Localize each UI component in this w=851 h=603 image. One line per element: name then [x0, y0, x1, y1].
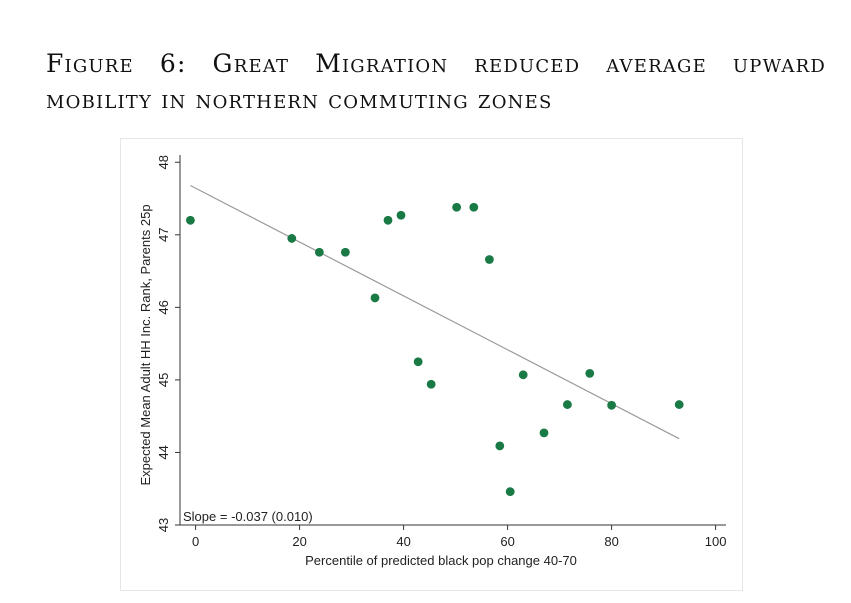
- x-axis-title: Percentile of predicted black pop change…: [305, 553, 577, 568]
- y-tick-label: 48: [156, 155, 171, 169]
- figure-title: Figure 6: Great Migration reduced averag…: [46, 49, 826, 114]
- data-point: [314, 247, 324, 257]
- data-point: [585, 368, 595, 378]
- data-point: [396, 210, 406, 220]
- data-point: [469, 202, 479, 212]
- y-tick-label: 45: [156, 373, 171, 387]
- data-point: [340, 247, 350, 257]
- data-point: [674, 400, 684, 409]
- y-tick-label: 46: [156, 300, 171, 314]
- axes: 0 20 40 60 80 100 43 44 45 46 47 48: [156, 155, 726, 549]
- data-point: [505, 487, 515, 497]
- data-point: [370, 293, 380, 303]
- y-tick-label: 47: [156, 228, 171, 242]
- data-point: [518, 370, 528, 380]
- data-point: [383, 215, 393, 225]
- x-tick-label: 60: [500, 534, 514, 549]
- data-point: [287, 234, 297, 243]
- y-tick-label: 43: [156, 518, 171, 532]
- data-point: [495, 441, 505, 451]
- fit-line-group: [190, 184, 680, 440]
- data-point: [426, 379, 436, 389]
- data-point: [607, 400, 616, 410]
- data-point: [485, 255, 494, 264]
- x-tick-label: 0: [192, 534, 199, 549]
- data-point: [563, 400, 572, 409]
- x-tick-label: 100: [705, 534, 727, 549]
- slope-annotation: Slope = -0.037 (0.010): [183, 509, 313, 524]
- y-tick-label: 44: [156, 445, 171, 459]
- data-point: [413, 357, 423, 367]
- x-tick-label: 40: [396, 534, 410, 549]
- y-axis-title: Expected Mean Adult HH Inc. Rank, Parent…: [138, 204, 153, 485]
- data-point: [452, 202, 462, 212]
- x-tick-label: 20: [292, 534, 306, 549]
- points-group: [186, 202, 684, 497]
- plot-frame: [120, 138, 743, 591]
- fit-line: [190, 184, 680, 440]
- data-point: [539, 428, 549, 438]
- x-tick-label: 80: [604, 534, 618, 549]
- data-point: [186, 215, 195, 225]
